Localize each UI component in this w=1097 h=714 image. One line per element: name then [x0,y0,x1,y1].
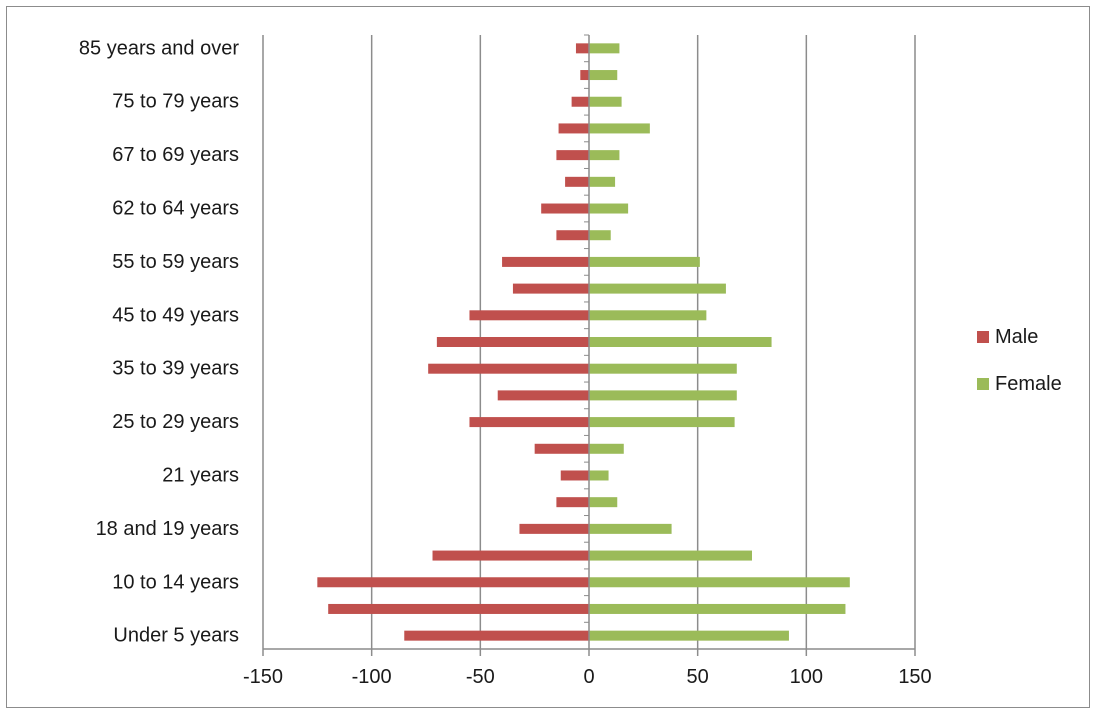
bar-male [556,230,589,241]
bar-male [497,390,589,401]
legend: Male Female [977,326,1062,395]
legend-label-female: Female [995,373,1062,395]
bar-male [512,283,589,294]
bar-female [589,417,735,428]
x-tick-label: 100 [790,666,823,688]
bar-male [404,630,589,641]
bar-female [589,123,650,134]
category-label: 85 years and over [79,37,239,59]
bar-female [589,470,609,481]
bar-female [589,70,618,81]
bar-male [432,550,589,561]
bar-male [558,123,589,134]
category-label: 18 and 19 years [96,518,239,540]
bar-male [328,603,589,614]
bar-female [589,363,737,374]
bar-male [534,443,589,454]
category-label: 75 to 79 years [112,91,239,113]
category-label: Under 5 years [113,625,239,647]
bar-male [436,337,589,347]
bar-male [575,43,589,54]
category-label: 62 to 64 years [112,198,239,220]
bar-female [589,203,629,214]
x-tick-label: -100 [352,666,392,688]
bar-female [589,497,618,508]
bar-female [589,523,672,534]
bar-male [519,523,589,534]
bar-female [589,230,611,241]
bar-female [589,337,772,347]
x-tick-label: -50 [466,666,495,688]
bar-female [589,550,752,561]
bar-male [580,70,589,81]
bar-female [589,43,620,54]
bar-male [317,577,589,588]
bar-female [589,443,624,454]
bar-female [589,310,707,321]
category-label: 35 to 39 years [112,358,239,380]
axes [262,34,916,656]
x-tick-label: 0 [583,666,594,688]
bar-female [589,577,850,588]
population-pyramid-chart: Under 5 years 10 to 14 years 18 and 19 yea… [79,34,1062,688]
bar-male [571,96,589,107]
category-label: 45 to 49 years [112,304,239,326]
category-label: 67 to 69 years [112,144,239,166]
bar-female [589,630,789,641]
category-label: 21 years [162,464,239,486]
chart-frame: Under 5 years 10 to 14 years 18 and 19 yea… [6,6,1090,708]
bar-male [565,176,589,187]
x-tick-label: 150 [898,666,931,688]
bar-female [589,96,622,107]
bar-female [589,390,737,401]
category-label: 55 to 59 years [112,251,239,273]
legend-swatch-male [977,331,989,343]
x-tick-labels: -150 -100 -50 0 50 100 150 [243,666,932,688]
bar-male [556,150,589,161]
bar-male [502,256,589,267]
x-tick-label: 50 [687,666,709,688]
bar-female [589,150,620,161]
bar-male [469,417,589,428]
bar-female [589,256,700,267]
bar-female [589,283,726,294]
x-tick-label: -150 [243,666,283,688]
bar-male [560,470,589,481]
category-label: 25 to 29 years [112,411,239,433]
category-labels: Under 5 years 10 to 14 years 18 and 19 yea… [79,37,239,646]
bar-male [469,310,589,321]
bar-female [589,176,616,187]
category-label: 10 to 14 years [112,571,239,593]
bar-male [556,497,589,508]
bars [317,43,850,641]
bar-male [428,363,589,374]
bar-male [541,203,589,214]
legend-label-male: Male [995,326,1038,348]
bar-female [589,603,846,614]
legend-swatch-female [977,378,989,390]
